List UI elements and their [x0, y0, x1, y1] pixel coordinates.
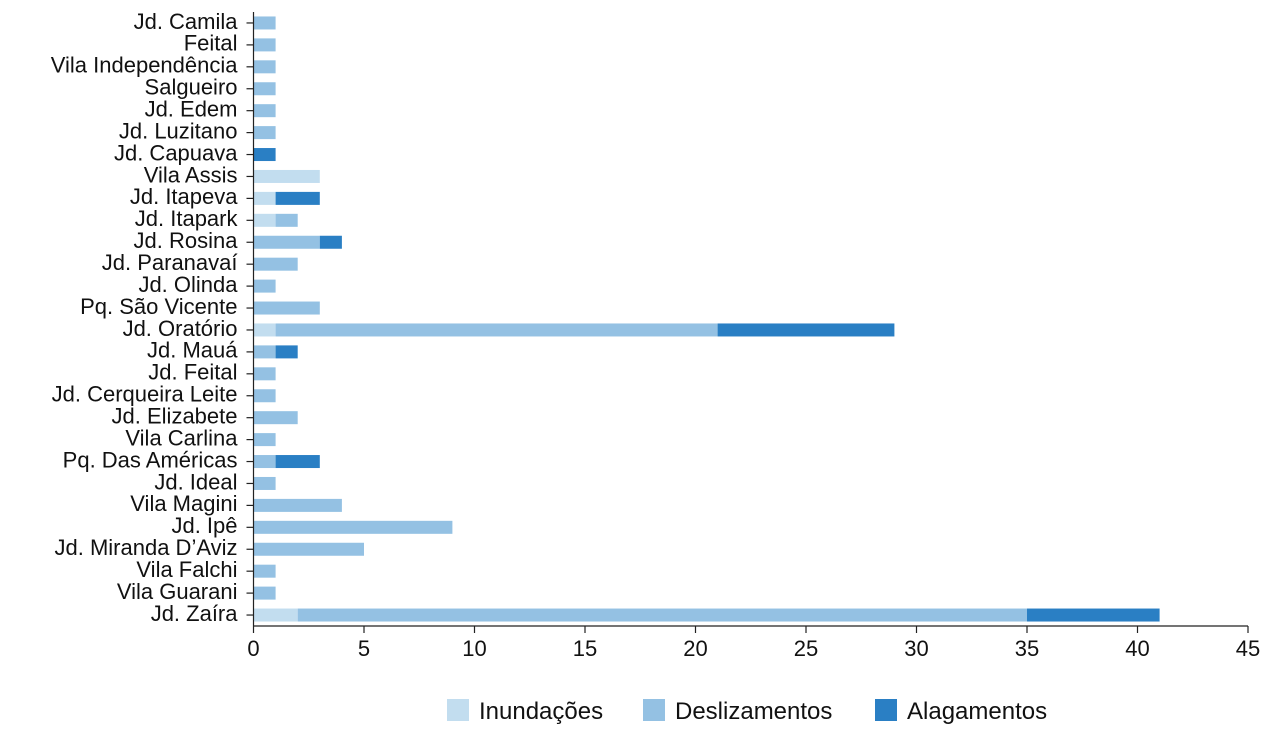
category-label: Jd. Ipê [171, 513, 237, 538]
category-label: Jd. Oratório [123, 316, 238, 341]
bar-deslizamentos-18 [253, 411, 298, 425]
category-label: Jd. Elizabete [112, 403, 238, 428]
bar-deslizamentos-3 [253, 82, 276, 96]
category-label: Jd. Miranda D’Aviz [55, 535, 238, 560]
bars-group [253, 16, 1160, 622]
legend-swatch-alagamentos [875, 699, 897, 721]
category-label: Jd. Luzitano [119, 118, 238, 143]
bar-inundações-14 [253, 323, 276, 337]
category-label: Vila Assis [144, 162, 238, 187]
category-label: Vila Independência [51, 53, 239, 78]
bar-deslizamentos-27 [297, 608, 1027, 622]
bar-alagamentos-15 [275, 345, 298, 359]
category-label: Jd. Cerqueira Leite [52, 382, 238, 407]
bar-deslizamentos-26 [253, 586, 276, 600]
category-label: Jd. Feital [148, 360, 237, 385]
bar-deslizamentos-13 [253, 301, 320, 315]
bar-deslizamentos-16 [253, 367, 276, 381]
bar-inundações-8 [253, 191, 276, 205]
bar-inundações-9 [253, 213, 276, 227]
category-label: Jd. Itapark [135, 206, 239, 231]
category-label: Feital [184, 31, 238, 56]
bar-deslizamentos-25 [253, 564, 276, 578]
legend: Inundações Deslizamentos Alagamentos [447, 698, 1047, 725]
category-label: Jd. Edem [145, 96, 238, 121]
legend-swatch-deslizamentos [643, 699, 665, 721]
bar-deslizamentos-12 [253, 279, 276, 293]
category-label: Pq. São Vicente [80, 294, 237, 319]
x-tick-label: 15 [573, 636, 597, 661]
x-tick-label: 0 [247, 636, 259, 661]
bar-deslizamentos-14 [275, 323, 718, 337]
bar-deslizamentos-17 [253, 389, 276, 403]
bar-deslizamentos-21 [253, 476, 276, 490]
x-tick-label: 25 [794, 636, 818, 661]
bar-deslizamentos-2 [253, 60, 276, 74]
x-axis: 0 5 10 15 20 25 30 35 40 45 [247, 625, 1260, 661]
bar-alagamentos-6 [253, 148, 276, 162]
x-tick-label: 30 [904, 636, 928, 661]
category-label: Jd. Paranavaí [102, 250, 238, 275]
category-label: Salgueiro [145, 75, 238, 100]
category-label: Pq. Das Américas [63, 447, 238, 472]
category-label: Jd. Rosina [134, 228, 239, 253]
bar-deslizamentos-9 [275, 213, 298, 227]
legend-swatch-inundações [447, 699, 469, 721]
legend-label-deslizamentos: Deslizamentos [675, 698, 832, 725]
category-label: Jd. Itapeva [130, 184, 238, 209]
x-tick-label: 40 [1125, 636, 1149, 661]
x-tick-label: 20 [683, 636, 707, 661]
category-label: Jd. Ideal [154, 469, 237, 494]
bar-deslizamentos-5 [253, 126, 276, 140]
bar-deslizamentos-10 [253, 235, 320, 249]
x-tick-label: 35 [1015, 636, 1039, 661]
category-label: Jd. Camila [134, 9, 239, 34]
bar-deslizamentos-1 [253, 38, 276, 52]
bar-alagamentos-20 [275, 455, 320, 469]
bar-deslizamentos-23 [253, 520, 453, 534]
category-label: Vila Guarani [117, 579, 238, 604]
category-label: Jd. Mauá [147, 338, 238, 363]
category-label: Vila Carlina [125, 425, 238, 450]
bar-deslizamentos-22 [253, 498, 342, 512]
bar-alagamentos-27 [1027, 608, 1160, 622]
category-label: Vila Falchi [136, 557, 237, 582]
bar-deslizamentos-4 [253, 104, 276, 118]
bar-deslizamentos-19 [253, 433, 276, 447]
legend-label-inundações: Inundações [479, 698, 603, 725]
bar-alagamentos-8 [275, 191, 320, 205]
bar-deslizamentos-15 [253, 345, 276, 359]
bar-inundações-7 [253, 169, 320, 183]
category-label: Jd. Olinda [138, 272, 238, 297]
category-label: Jd. Capuava [114, 140, 238, 165]
category-label: Vila Magini [130, 491, 237, 516]
bar-alagamentos-10 [319, 235, 342, 249]
x-tick-label: 45 [1236, 636, 1260, 661]
x-tick-label: 5 [358, 636, 370, 661]
x-tick-label: 10 [462, 636, 486, 661]
bar-inundações-27 [253, 608, 298, 622]
category-label: Jd. Zaíra [151, 601, 239, 626]
bar-deslizamentos-24 [253, 542, 364, 556]
bar-alagamentos-14 [717, 323, 895, 337]
bar-deslizamentos-20 [253, 455, 276, 469]
bar-deslizamentos-11 [253, 257, 298, 271]
bar-deslizamentos-0 [253, 16, 276, 30]
legend-label-alagamentos: Alagamentos [907, 698, 1047, 725]
